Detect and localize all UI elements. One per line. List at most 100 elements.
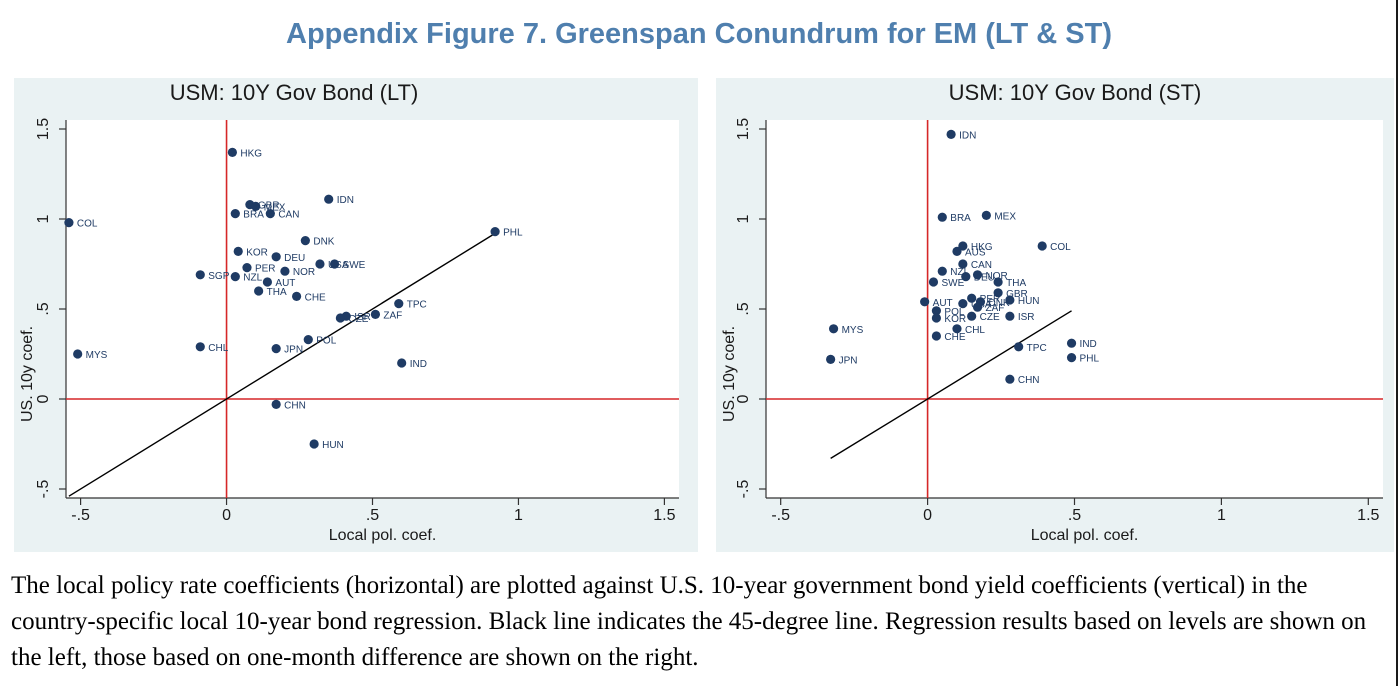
data-point-label: SGP <box>208 271 229 282</box>
data-point <box>280 266 290 276</box>
data-point-label: MEX <box>994 211 1016 222</box>
data-point-label: IND <box>410 359 427 370</box>
data-point-label: PER <box>255 264 276 275</box>
data-point-label: CHE <box>305 292 326 303</box>
data-point <box>242 263 252 273</box>
data-point <box>920 297 930 307</box>
data-point-label: POL <box>944 307 964 318</box>
data-point-label: NOR <box>986 271 1008 282</box>
data-point-label: NOR <box>293 267 315 278</box>
data-point <box>958 259 968 269</box>
data-point-label: CHE <box>944 332 965 343</box>
data-point <box>1066 338 1077 348</box>
data-point <box>254 286 264 296</box>
data-point-label: CAN <box>278 210 299 221</box>
x-tick-label: 1.5 <box>653 507 675 524</box>
data-point <box>490 227 500 237</box>
data-point <box>300 236 310 246</box>
data-point <box>73 349 83 359</box>
chart-title: USM: 10Y Gov Bond (ST) <box>949 80 1202 105</box>
data-point-label: POL <box>316 336 336 347</box>
data-point-label: IDN <box>959 130 976 141</box>
data-point-label: ZAF <box>986 303 1005 314</box>
diagonal-45-line <box>68 232 496 497</box>
data-point <box>335 313 345 323</box>
data-point <box>230 272 240 282</box>
data-point-label: NZL <box>950 267 969 278</box>
scatter-chart-st: USM: 10Y Gov Bond (ST) -.5 0 .5 1 1.5 -.5 0 .5 1 1… <box>721 80 1383 544</box>
data-point <box>1005 311 1015 321</box>
data-point-label: HUN <box>322 440 344 451</box>
data-point <box>292 291 302 301</box>
data-point-label: CZE <box>348 314 368 325</box>
data-point-label: ISR <box>354 312 371 323</box>
data-point-label: NZL <box>243 273 262 284</box>
y-tick-label: 1 <box>35 214 52 223</box>
y-tick-label: 1.5 <box>735 118 752 140</box>
data-point <box>1037 241 1047 251</box>
data-point <box>972 302 983 312</box>
data-point <box>397 358 407 368</box>
data-point <box>931 313 942 323</box>
data-point <box>227 147 237 157</box>
data-point <box>271 344 281 354</box>
data-point <box>972 270 983 280</box>
data-point <box>195 342 205 352</box>
data-point-label: PER <box>980 294 1001 305</box>
data-point <box>981 210 991 220</box>
data-point-label: DNK <box>988 298 1009 309</box>
data-point-label: PHL <box>503 228 523 239</box>
y-axis-title: US. 10y coef. <box>19 326 36 422</box>
data-point <box>928 277 939 287</box>
data-point <box>230 209 240 219</box>
data-point <box>303 335 313 345</box>
data-point-label: AUT <box>933 298 953 309</box>
data-point-label: PHL <box>1080 354 1100 365</box>
x-axis-title: Local pol. coef. <box>329 527 437 544</box>
data-point-label: IND <box>1080 339 1097 350</box>
data-point <box>64 218 74 228</box>
y-tick-label: -.5 <box>735 480 752 499</box>
data-point <box>309 439 319 449</box>
y-tick-label: 1 <box>735 214 752 223</box>
x-tick-label: 1.5 <box>1357 507 1379 524</box>
data-point-label: DEU <box>284 253 305 264</box>
data-point <box>1005 295 1015 305</box>
data-point <box>952 246 962 256</box>
data-point <box>195 270 205 280</box>
data-point-label: CHN <box>284 400 306 411</box>
data-point <box>931 306 942 316</box>
data-point-label: HUN <box>1018 296 1040 307</box>
data-point <box>251 201 261 211</box>
data-point-label: COL <box>77 219 98 230</box>
data-point <box>370 309 381 319</box>
y-tick-label: -.5 <box>35 480 52 499</box>
x-axis-title: Local pol. coef. <box>1031 527 1139 544</box>
data-point <box>329 259 340 269</box>
chart-title: USM: 10Y Gov Bond (LT) <box>170 80 419 105</box>
x-tick-label: .5 <box>366 507 379 524</box>
data-point <box>961 272 971 282</box>
data-point <box>1005 374 1015 384</box>
data-point-label: CHL <box>965 325 985 336</box>
data-point <box>271 399 281 409</box>
data-point-label: CHL <box>208 343 228 354</box>
y-tick-label: 0 <box>35 394 52 403</box>
data-point <box>967 311 977 321</box>
x-tick-label: 0 <box>923 507 932 524</box>
data-point <box>937 266 947 276</box>
data-point <box>946 129 956 139</box>
data-point <box>958 299 968 309</box>
data-point-label: CZE <box>980 312 1000 323</box>
data-point-label: MYS <box>86 350 108 361</box>
data-point-label: SWE <box>941 278 964 289</box>
data-point <box>993 288 1003 298</box>
figure-title: Appendix Figure 7. Greenspan Conundrum f… <box>286 18 1112 50</box>
data-point-label: MEX <box>264 202 286 213</box>
data-point <box>967 293 977 303</box>
data-point-label: THA <box>1006 278 1026 289</box>
data-point-label: BRA <box>950 213 971 224</box>
data-point <box>952 324 962 334</box>
data-point-label: THA <box>267 287 287 298</box>
x-tick-label: 1 <box>514 507 523 524</box>
